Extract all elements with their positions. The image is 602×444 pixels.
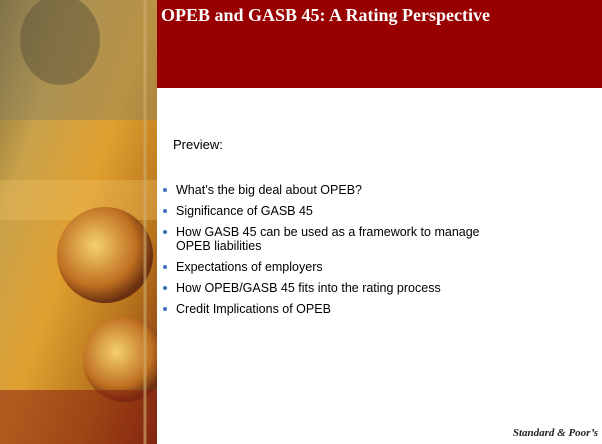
bullet-dot <box>163 230 167 234</box>
bullet-dot <box>163 307 167 311</box>
bullet-item: How GASB 45 can be used as a framework t… <box>163 225 503 253</box>
bullet-item: Expectations of employers <box>163 260 503 274</box>
bullet-item: Credit Implications of OPEB <box>163 302 503 316</box>
bullet-dot <box>163 188 167 192</box>
bullet-dot <box>163 265 167 269</box>
title-bar: OPEB and GASB 45: A Rating Perspective <box>157 0 602 88</box>
bullet-text: What’s the big deal about OPEB? <box>176 183 486 197</box>
slide: OPEB and GASB 45: A Rating Perspective P… <box>0 0 602 444</box>
side-image <box>0 0 157 444</box>
bullet-item: How OPEB/GASB 45 fits into the rating pr… <box>163 281 503 295</box>
intro-text: Preview: <box>173 137 223 152</box>
bullet-list: What’s the big deal about OPEB? Significa… <box>163 183 503 323</box>
bullet-item: Significance of GASB 45 <box>163 204 503 218</box>
slide-title: OPEB and GASB 45: A Rating Perspective <box>161 5 491 25</box>
bullet-text: Significance of GASB 45 <box>176 204 486 218</box>
bullet-dot <box>163 209 167 213</box>
bullet-text: How OPEB/GASB 45 fits into the rating pr… <box>176 281 486 295</box>
logo-text: Standard & Poor’s <box>513 427 598 439</box>
bullet-text: How GASB 45 can be used as a framework t… <box>176 225 486 253</box>
bullet-dot <box>163 286 167 290</box>
bullet-text: Expectations of employers <box>176 260 486 274</box>
bullet-text: Credit Implications of OPEB <box>176 302 486 316</box>
bullet-item: What’s the big deal about OPEB? <box>163 183 503 197</box>
